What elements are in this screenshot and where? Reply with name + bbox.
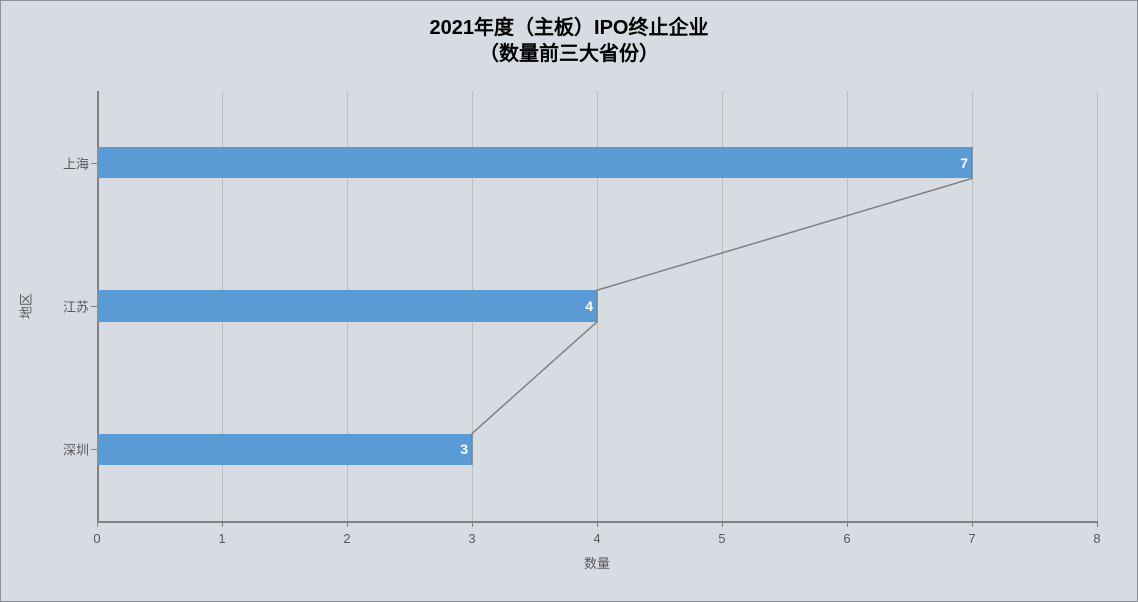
- chart-container: 2021年度（主板）IPO终止企业（数量前三大省份） 0 1 2 3 4 5 6 7 8 3 深圳 4 江…: [0, 0, 1138, 602]
- y-tick: [91, 449, 97, 450]
- x-tick-label: 8: [1093, 531, 1100, 546]
- bar: [97, 434, 472, 466]
- x-tick-label: 0: [93, 531, 100, 546]
- x-tick-label: 2: [343, 531, 350, 546]
- bar-value-label: 7: [950, 155, 968, 171]
- y-axis-title: 地区: [16, 293, 35, 319]
- x-tick-label: 3: [468, 531, 475, 546]
- x-tick: [1097, 521, 1098, 527]
- bar-value-label: 3: [450, 441, 468, 457]
- x-tick-label: 4: [593, 531, 600, 546]
- x-tick-label: 5: [718, 531, 725, 546]
- grid-line: [972, 91, 973, 521]
- y-tick: [91, 163, 97, 164]
- y-tick-label: 江苏: [47, 297, 89, 316]
- chart-title: 2021年度（主板）IPO终止企业（数量前三大省份）: [1, 1, 1137, 67]
- x-tick-label: 7: [968, 531, 975, 546]
- plot-area: 0123456783深圳4江苏7上海数量地区: [97, 91, 1097, 521]
- chart-title-line2: （数量前三大省份）: [1, 41, 1137, 67]
- y-tick: [91, 306, 97, 307]
- bar: [97, 290, 597, 322]
- x-axis-title: 数量: [584, 553, 610, 572]
- y-tick-label: 深圳: [47, 440, 89, 459]
- chart-title-line1: 2021年度（主板）IPO终止企业: [1, 15, 1137, 41]
- bar: [97, 147, 972, 179]
- grid-line: [1097, 91, 1098, 521]
- y-tick-label: 上海: [47, 153, 89, 172]
- x-tick-label: 1: [218, 531, 225, 546]
- x-tick-label: 6: [843, 531, 850, 546]
- x-axis-line: [97, 521, 1097, 523]
- bar-value-label: 4: [575, 298, 593, 314]
